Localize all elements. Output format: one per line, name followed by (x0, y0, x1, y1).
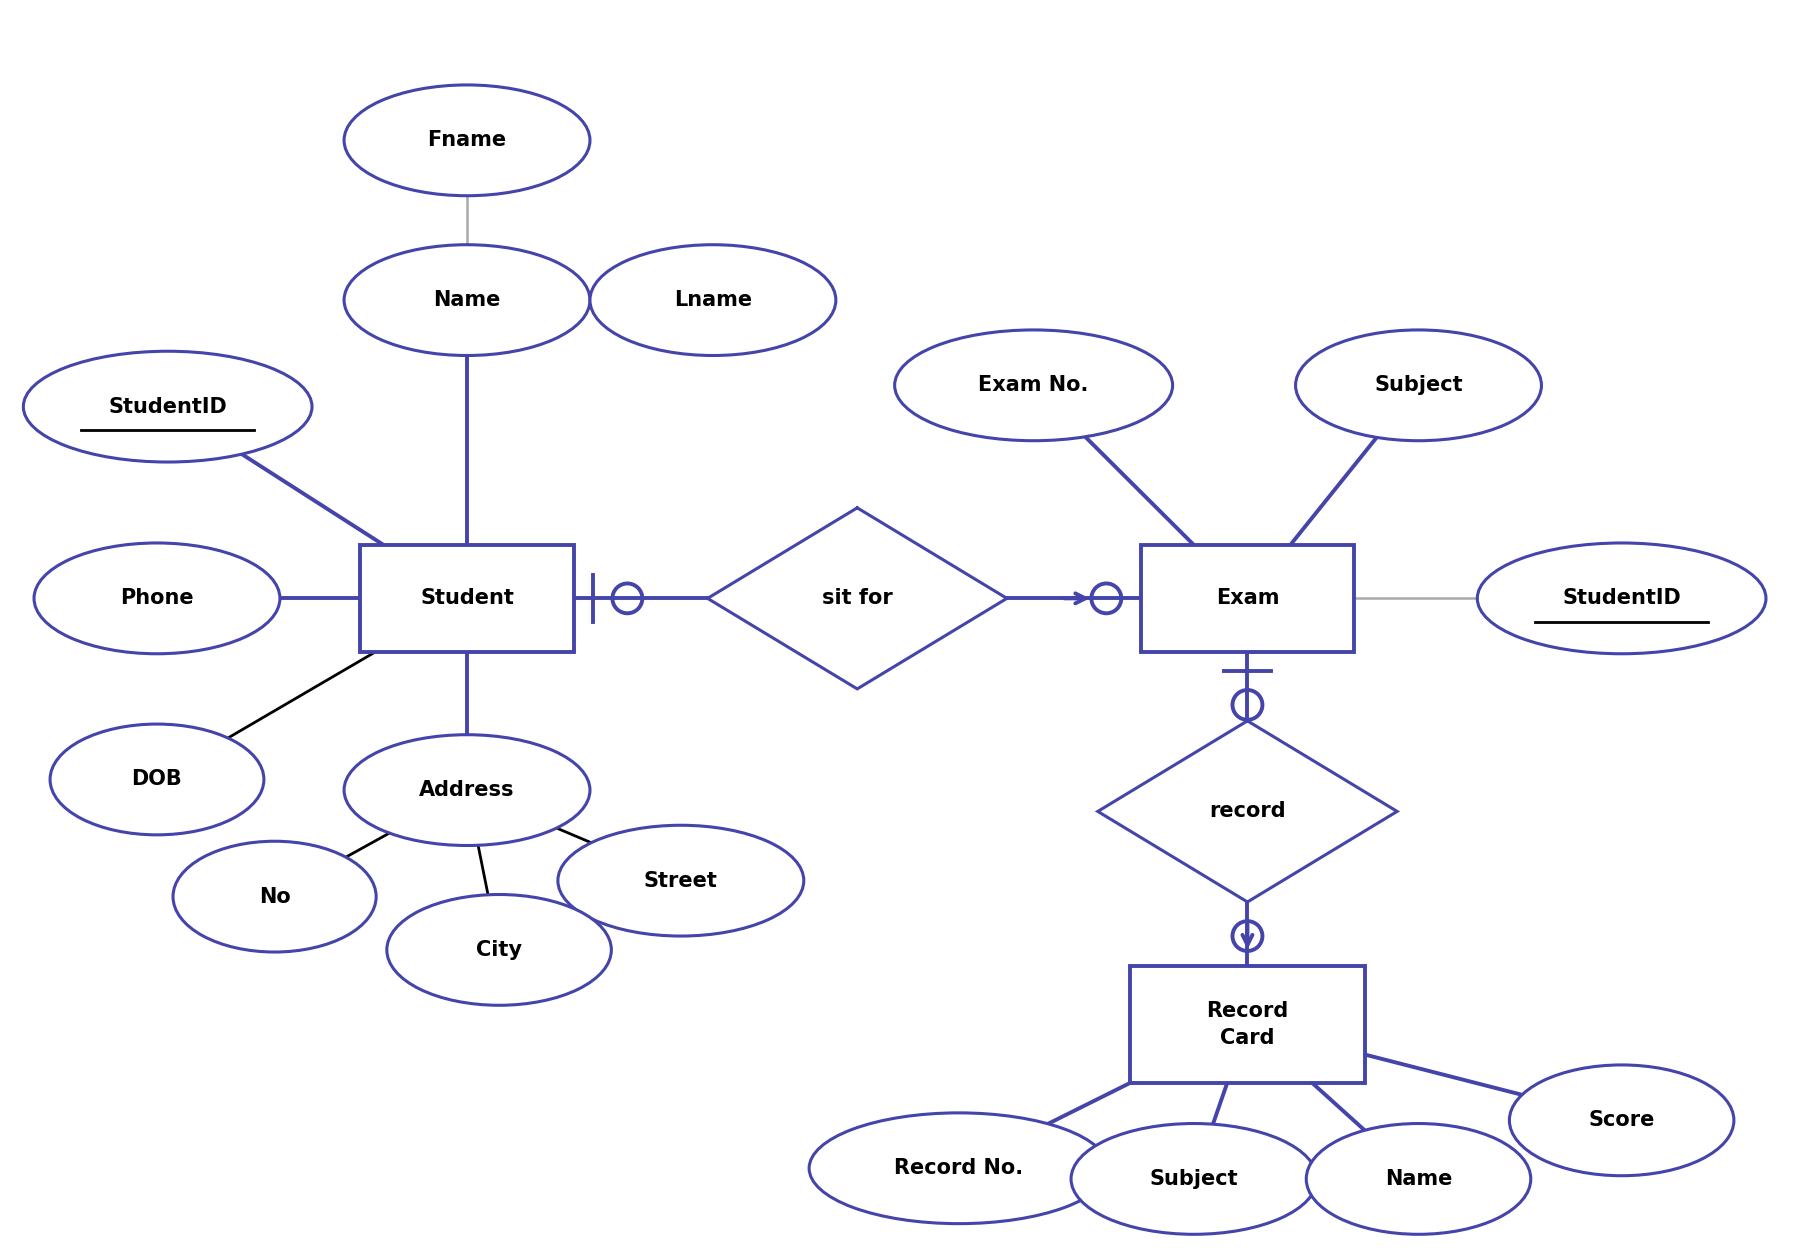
Text: Name: Name (434, 290, 500, 310)
Text: Lname: Lname (673, 290, 752, 310)
Ellipse shape (50, 724, 265, 835)
Ellipse shape (34, 542, 281, 654)
Ellipse shape (1296, 330, 1541, 441)
Text: sit for: sit for (823, 589, 893, 609)
Ellipse shape (23, 351, 311, 462)
Text: Exam: Exam (1215, 589, 1280, 609)
Ellipse shape (1307, 1124, 1530, 1234)
Text: Address: Address (419, 780, 515, 800)
Ellipse shape (1478, 542, 1766, 654)
Text: Subject: Subject (1373, 375, 1463, 395)
Ellipse shape (344, 85, 590, 196)
Text: Record No.: Record No. (895, 1159, 1024, 1179)
Text: DOB: DOB (131, 770, 182, 790)
Text: StudentID: StudentID (108, 396, 227, 416)
Text: Street: Street (644, 871, 718, 891)
Bar (360, 545, 574, 651)
Text: Name: Name (1384, 1169, 1453, 1189)
Ellipse shape (810, 1112, 1109, 1224)
Text: No: No (259, 886, 290, 906)
Text: Fname: Fname (427, 130, 506, 150)
Text: City: City (475, 940, 522, 960)
Text: record: record (1210, 801, 1285, 821)
Text: Score: Score (1588, 1110, 1654, 1130)
Ellipse shape (590, 245, 835, 355)
Ellipse shape (344, 735, 590, 845)
Bar (1130, 966, 1364, 1082)
Ellipse shape (1071, 1124, 1318, 1234)
Ellipse shape (1510, 1065, 1733, 1176)
Text: StudentID: StudentID (1562, 589, 1681, 609)
Text: Phone: Phone (121, 589, 194, 609)
Text: Record
Card: Record Card (1206, 1001, 1289, 1048)
Text: Subject: Subject (1150, 1169, 1238, 1189)
Text: Student: Student (419, 589, 515, 609)
Text: Exam No.: Exam No. (979, 375, 1089, 395)
Ellipse shape (558, 825, 805, 936)
Polygon shape (1098, 721, 1397, 902)
Ellipse shape (344, 245, 590, 355)
Polygon shape (707, 508, 1006, 689)
Ellipse shape (173, 841, 376, 952)
Ellipse shape (895, 330, 1172, 441)
Ellipse shape (387, 895, 612, 1005)
Bar (1141, 545, 1354, 651)
